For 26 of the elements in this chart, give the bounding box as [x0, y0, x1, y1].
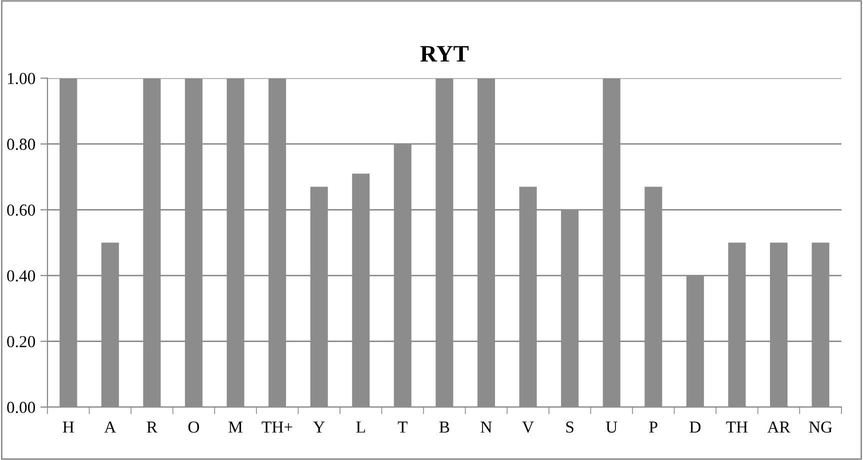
x-tick-label: H	[62, 422, 74, 433]
x-tick-label: S	[566, 422, 574, 433]
x-tick-label: B	[439, 422, 450, 433]
y-tick-label: 1.00	[8, 72, 36, 84]
x-tick-label: M	[228, 422, 242, 433]
y-tick-label: 0.40	[7, 270, 36, 282]
chart-title: RYT	[420, 46, 469, 62]
x-tick-label: Y	[313, 422, 325, 433]
x-tick-label: NG	[808, 422, 832, 433]
x-tick-label: P	[649, 422, 658, 433]
x-tick-label: L	[356, 422, 365, 433]
x-tick-label: D	[690, 422, 701, 433]
x-tick-label: U	[606, 422, 618, 433]
x-tick-label: A	[104, 422, 116, 433]
x-tick-label: V	[522, 422, 534, 433]
x-tick-label: O	[188, 422, 200, 433]
x-tick-label: TH+	[262, 422, 292, 433]
y-tick-label: 0.60	[7, 204, 36, 216]
x-tick-label: N	[480, 422, 492, 433]
x-tick-label: TH	[726, 422, 748, 433]
x-tick-label: T	[398, 422, 408, 433]
y-tick-label: 0.20	[7, 336, 36, 348]
x-tick-label: AR	[767, 422, 790, 433]
y-tick-label: 0.80	[7, 138, 36, 150]
y-tick-label: 0.00	[7, 402, 36, 414]
x-tick-label: R	[146, 422, 158, 433]
